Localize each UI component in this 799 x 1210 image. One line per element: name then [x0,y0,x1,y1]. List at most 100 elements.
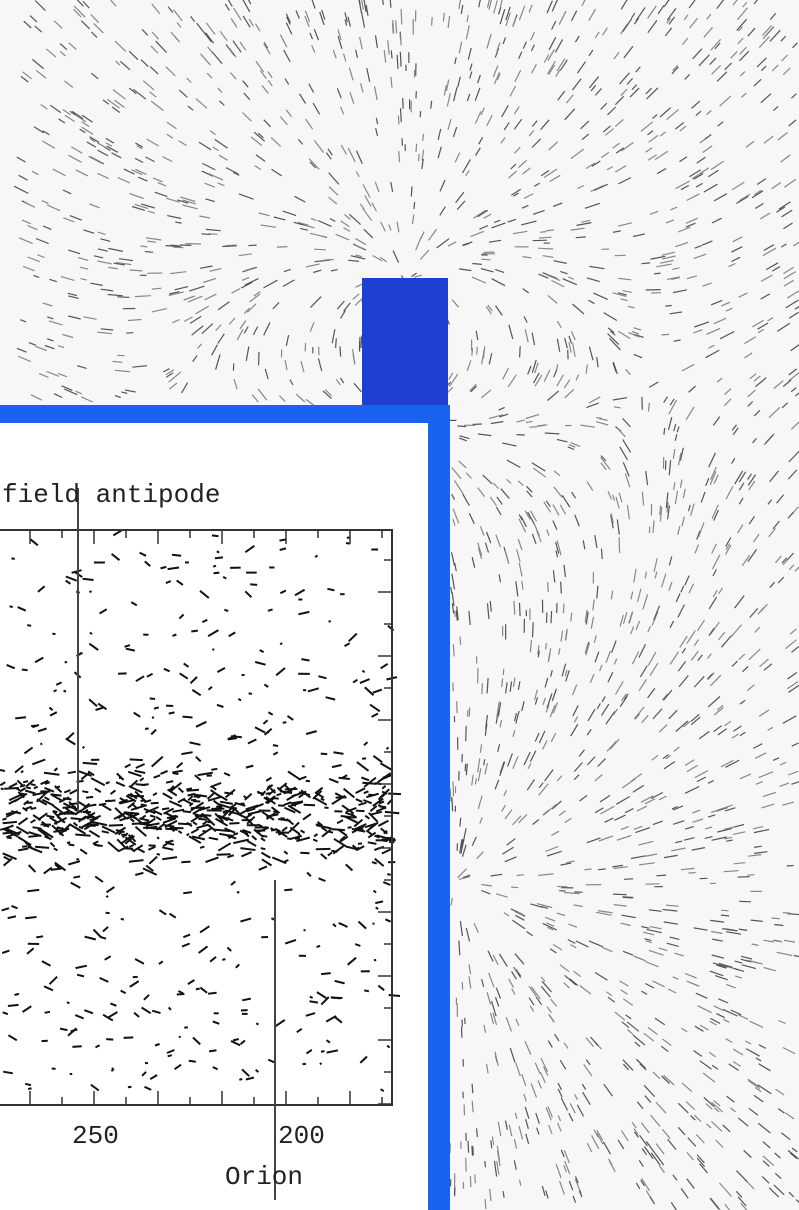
vector [196,989,200,990]
vector [15,717,26,718]
vector [387,747,389,749]
filing [660,506,661,515]
vector [31,808,37,809]
vector [300,853,309,854]
vector [36,936,43,937]
vector [223,812,226,813]
filing [475,1174,476,1183]
vector [15,994,19,995]
vector [331,997,341,998]
vector [179,1037,181,1038]
filing [466,726,467,741]
vector [90,591,92,592]
vector [173,635,177,636]
vector [106,782,110,784]
vector [87,817,89,819]
inset-panel [0,423,428,1210]
vector [205,821,210,822]
filing [738,877,750,878]
vector [86,797,93,798]
vector [388,794,401,795]
vector [106,896,108,898]
vector [22,846,27,847]
vector [83,747,85,749]
vector [187,834,189,836]
filing [511,887,518,888]
vector [387,874,390,875]
filing [398,115,399,124]
filing [481,259,491,260]
filing [485,1161,486,1167]
vector [69,844,75,845]
filing [548,582,549,592]
filing [482,683,483,694]
vector [67,842,70,843]
vector [63,807,76,808]
vector [339,778,350,779]
filing [561,582,562,594]
page: field antipode 250 200 Orion (() => { co… [0,0,799,1210]
vector [53,811,58,812]
vector [368,795,374,796]
vector [45,1012,50,1013]
vector [191,808,202,809]
vector [151,828,162,829]
vector [95,845,103,846]
inset-title: field antipode [2,480,220,510]
vector [389,995,400,996]
vector [276,832,289,833]
vector [166,841,168,843]
vector [0,770,5,771]
vector [256,1023,258,1024]
vector [211,769,217,770]
filing [661,334,669,335]
filing [520,603,521,616]
vector [121,919,124,920]
filing [170,245,178,246]
vector [79,827,83,829]
vector [55,787,60,788]
filing [248,245,256,246]
vector [54,690,57,692]
vector [212,649,214,650]
vector [224,793,233,794]
vector [130,759,143,760]
vector [376,908,379,910]
vector [225,818,230,819]
vector [8,1005,19,1006]
filing [473,424,482,425]
vector [231,736,242,737]
x-tick-label: 250 [72,1121,119,1151]
vector [183,892,192,893]
vector [143,827,148,828]
vector [10,606,13,607]
filing [209,234,218,235]
filing [787,866,794,867]
vector [109,825,123,826]
vector [128,1087,132,1088]
vector [321,973,331,974]
vector [310,1001,318,1002]
filing [529,427,537,428]
filing [450,788,451,801]
filing [336,338,337,348]
vector [362,671,364,673]
filing [477,347,478,355]
vector [268,609,273,610]
vector [237,892,239,893]
vector [31,784,36,785]
filing [460,818,461,827]
vector [310,997,313,999]
filing [624,879,633,880]
vector [301,659,309,660]
vector [331,829,345,830]
filing [411,186,412,196]
vector [200,847,204,848]
filing [145,252,153,253]
filing [453,781,454,796]
filing [619,537,620,553]
vector [75,835,90,836]
vector [212,535,219,536]
vector [40,744,42,745]
vector [25,917,36,918]
